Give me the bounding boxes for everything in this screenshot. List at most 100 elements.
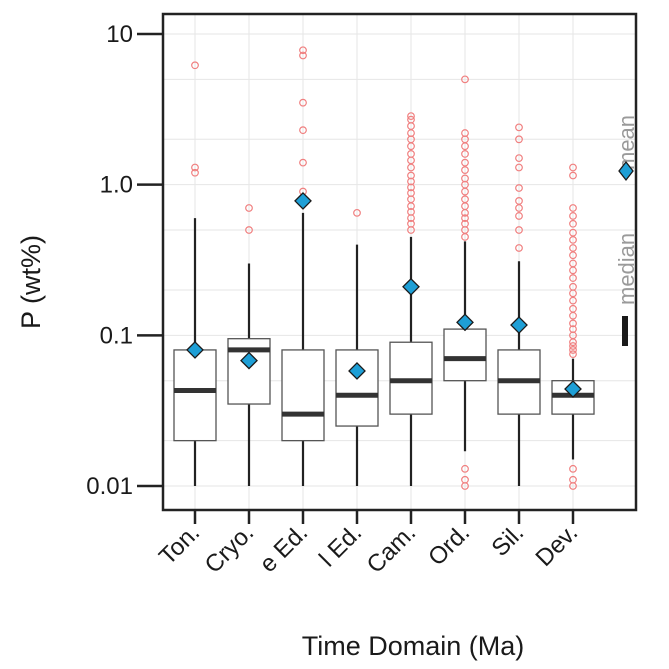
outlier-point bbox=[299, 158, 307, 167]
x-axis-title: Time Domain (Ma) bbox=[302, 631, 525, 661]
box-group bbox=[443, 241, 487, 452]
outliers bbox=[191, 46, 577, 490]
legend-mean-label: mean bbox=[614, 115, 639, 170]
mean-marker bbox=[402, 277, 420, 296]
outlier-point bbox=[407, 219, 415, 228]
mean-marker bbox=[510, 316, 528, 334]
outlier-point bbox=[461, 129, 469, 137]
outlier-point bbox=[569, 219, 577, 228]
box-group bbox=[497, 261, 541, 486]
outlier-point bbox=[245, 204, 253, 212]
box-group bbox=[227, 263, 271, 486]
box-iqr bbox=[335, 349, 379, 427]
means bbox=[186, 192, 582, 398]
outlier-point bbox=[299, 46, 307, 55]
outlier-point bbox=[569, 244, 577, 252]
outlier-point bbox=[515, 244, 523, 252]
outlier-point bbox=[461, 166, 469, 174]
box-iqr bbox=[173, 349, 217, 442]
outlier-point bbox=[461, 219, 469, 228]
outlier-point bbox=[569, 350, 577, 359]
box-iqr bbox=[281, 349, 325, 442]
outlier-point bbox=[407, 112, 415, 121]
outlier-point bbox=[407, 177, 415, 186]
outlier-point bbox=[407, 150, 415, 158]
outlier-point bbox=[569, 282, 577, 291]
x-tick-label: l Ed. bbox=[314, 519, 367, 572]
outlier-point bbox=[191, 163, 199, 172]
outlier-point bbox=[191, 168, 199, 177]
x-axis: Ton.Cryo.e Ed. l Ed.Cam. Ord. Sil. Dev. bbox=[154, 510, 583, 579]
box-group bbox=[551, 358, 595, 460]
mean-marker bbox=[240, 351, 258, 370]
outlier-point bbox=[461, 464, 469, 473]
y-axis: 10 1.0 0.1 0.01 bbox=[86, 21, 163, 500]
mean-marker bbox=[186, 341, 204, 359]
outlier-point bbox=[299, 51, 307, 60]
mean-marker bbox=[348, 362, 366, 380]
y-tick-label: 1.0 bbox=[100, 172, 133, 199]
outlier-point bbox=[569, 464, 577, 473]
outlier-point bbox=[515, 154, 523, 163]
outlier-point bbox=[461, 75, 469, 84]
outlier-point bbox=[299, 126, 307, 135]
x-tick-label: Cryo. bbox=[200, 519, 260, 579]
legend: mean median bbox=[614, 115, 639, 346]
outlier-point bbox=[461, 150, 469, 158]
outlier-point bbox=[569, 319, 577, 328]
mean-marker bbox=[294, 192, 312, 210]
y-tick-label: 10 bbox=[106, 21, 133, 48]
outlier-point bbox=[569, 325, 577, 333]
y-tick-label: 0.1 bbox=[100, 322, 133, 349]
y-axis-title: P (wt%) bbox=[16, 235, 46, 329]
outlier-point bbox=[407, 115, 415, 124]
legend-mean-marker bbox=[618, 160, 634, 182]
plot-frame bbox=[161, 12, 638, 512]
outlier-point bbox=[515, 135, 523, 144]
box-group bbox=[389, 236, 433, 486]
outlier-point bbox=[353, 208, 361, 217]
x-tick-label: Sil. bbox=[487, 519, 530, 562]
outlier-point bbox=[461, 174, 469, 183]
outlier-point bbox=[569, 296, 577, 305]
outlier-point bbox=[515, 212, 523, 220]
x-tick-label: Dev. bbox=[531, 519, 584, 572]
outlier-point bbox=[515, 123, 523, 132]
boxes bbox=[173, 212, 595, 486]
box-group bbox=[281, 212, 325, 486]
outlier-point bbox=[515, 163, 523, 172]
box-group bbox=[173, 218, 217, 486]
grid-lines bbox=[163, 14, 636, 510]
outlier-point bbox=[407, 171, 415, 180]
x-tick-label: e Ed. bbox=[255, 519, 314, 578]
outlier-point bbox=[569, 342, 577, 350]
outlier-point bbox=[569, 212, 577, 220]
outlier-point bbox=[569, 204, 577, 212]
outlier-point bbox=[461, 475, 469, 484]
mean-marker bbox=[564, 380, 582, 398]
outlier-point bbox=[191, 61, 199, 70]
outlier-point bbox=[461, 158, 469, 167]
outlier-point bbox=[569, 251, 577, 260]
outlier-point bbox=[515, 226, 523, 234]
outlier-point bbox=[569, 475, 577, 484]
outlier-point bbox=[515, 197, 523, 205]
outlier-point bbox=[461, 214, 469, 222]
outlier-point bbox=[407, 207, 415, 216]
legend-median-marker bbox=[622, 316, 628, 346]
mean-marker bbox=[456, 313, 474, 332]
outlier-point bbox=[299, 98, 307, 107]
box-iqr bbox=[389, 341, 433, 415]
outlier-point bbox=[569, 304, 577, 313]
outlier-point bbox=[515, 184, 523, 192]
outlier-point bbox=[569, 259, 577, 268]
box-iqr bbox=[443, 328, 487, 382]
outlier-point bbox=[407, 183, 415, 192]
outlier-point bbox=[245, 226, 253, 234]
outlier-point bbox=[461, 195, 469, 204]
outlier-point bbox=[569, 163, 577, 172]
y-tick-label: 0.01 bbox=[86, 473, 133, 500]
outlier-point bbox=[569, 346, 577, 354]
x-tick-label: Ord. bbox=[423, 519, 475, 571]
